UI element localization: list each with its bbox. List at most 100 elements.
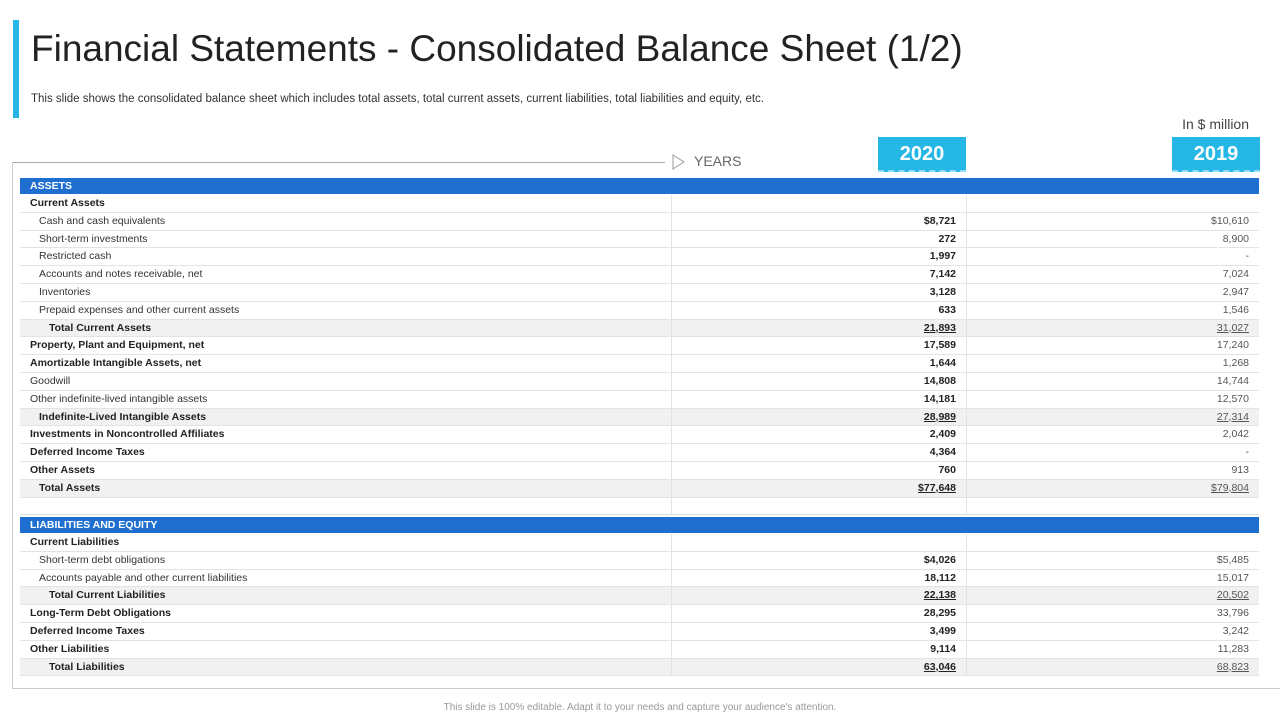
value-2019: 11,283 [966, 640, 1259, 658]
value-2020: 7,142 [671, 266, 966, 283]
value-2020: 1,997 [671, 248, 966, 266]
row-label: Current Assets [30, 197, 105, 209]
table-row: Prepaid expenses and other current asset… [20, 301, 1259, 320]
table-row: Deferred Income Taxes 3,499 3,242 [20, 623, 1259, 641]
row-label: Cash and cash equivalents [39, 214, 166, 227]
row-label: Investments in Noncontrolled Affiliates [30, 428, 225, 441]
row-label: Other Assets [30, 464, 95, 476]
accent-bar [13, 20, 19, 118]
value-2020: 3,499 [671, 623, 966, 640]
row-label: Other Liabilities [30, 642, 110, 655]
table-row: Inventories 3,128 2,947 [20, 284, 1259, 302]
value-2019: - [966, 444, 1259, 461]
table-row: Accounts payable and other current liabi… [20, 569, 1259, 588]
value-2019: $10,610 [966, 212, 1259, 230]
value-2019: 31,027 [966, 319, 1259, 337]
table-row: Total Liabilities 63,046 68,823 [20, 658, 1259, 677]
value-2020: 21,893 [671, 319, 966, 337]
table-row: Accounts and notes receivable, net 7,142 7… [20, 266, 1259, 284]
row-label: Prepaid expenses and other current asset… [39, 303, 240, 316]
row-label: Total Assets [39, 481, 101, 494]
row-label: Total Liabilities [49, 660, 125, 673]
row-label: Current Liabilities [30, 536, 120, 548]
table-row: Deferred Income Taxes 4,364- [20, 444, 1259, 462]
value-2020: 17,589 [671, 337, 966, 355]
table-row: Total Assets $77,648 $79,804 [20, 479, 1259, 498]
value-2020 [671, 195, 966, 212]
year-header: 2020 [878, 137, 966, 172]
value-2019: 14,744 [966, 373, 1259, 390]
row-label: Deferred Income Taxes [30, 625, 145, 637]
row-label: Accounts payable and other current liabi… [39, 571, 248, 584]
table-row: Indefinite-Lived Intangible Assets 28,989… [20, 408, 1259, 427]
footer: This slide is 100% editable. Adapt it to… [443, 702, 837, 713]
row-label: Total Current Assets [49, 321, 152, 334]
unit: In $ million [1182, 116, 1249, 132]
value-2019: 68,823 [966, 658, 1259, 676]
value-2019: 12,570 [966, 390, 1259, 408]
row-label: Short-term debt obligations [39, 553, 166, 566]
value-2020: 28,989 [671, 408, 966, 426]
row-label: Inventories [39, 286, 91, 298]
value-2020: 3,128 [671, 284, 966, 301]
value-2019: 913 [966, 462, 1259, 479]
row-label: Total Current Liabilities [49, 589, 166, 602]
value-2020: 28,295 [671, 605, 966, 622]
row-label: Short-term investments [39, 232, 148, 245]
row-label: Long-Term Debt Obligations [30, 607, 171, 620]
value-2019: - [966, 248, 1259, 266]
row-label: Accounts and notes receivable, net [39, 268, 203, 281]
value-2019: 2,947 [966, 284, 1259, 301]
table-row: Total Current Liabilities 22,138 20,502 [20, 587, 1259, 606]
table-row: Short-term debt obligations $4,026 $5,485 [20, 551, 1259, 570]
value-2019: 8,900 [966, 230, 1259, 248]
value-2020: 14,181 [671, 390, 966, 408]
value-2020: 22,138 [671, 587, 966, 605]
table-row: Restricted cash 1,997- [20, 248, 1259, 267]
row-label: Amortizable Intangible Assets, net [30, 357, 202, 370]
value-2020: 2,409 [671, 426, 966, 444]
value-2019: 3,242 [966, 623, 1259, 640]
frame-line [12, 162, 665, 163]
value-2020: 9,114 [671, 640, 966, 658]
subtitle: This slide shows the consolidated balanc… [31, 93, 764, 105]
blank-cell [671, 497, 967, 515]
table-row: Current Assets [20, 195, 1259, 213]
value-2020: 4,364 [671, 444, 966, 461]
value-2020: 14,808 [671, 373, 966, 390]
value-2020: 272 [671, 230, 966, 248]
row-label: Indefinite-Lived Intangible Assets [39, 410, 207, 423]
table-row: Cash and cash equivalents $8,721 $10,610 [20, 212, 1259, 231]
title: Financial Statements - Consolidated Bala… [31, 28, 963, 69]
value-2019: 1,268 [966, 355, 1259, 372]
value-2020 [671, 534, 966, 551]
table-row: Goodwill 14,808 14,744 [20, 373, 1259, 391]
value-2019: $79,804 [966, 479, 1259, 497]
years-label: YEARS [694, 153, 742, 169]
value-2019: 1,546 [966, 301, 1259, 319]
value-2020: 18,112 [671, 569, 966, 587]
value-2019: 17,240 [966, 337, 1259, 355]
frame-line [12, 688, 1280, 689]
value-2019: 27,314 [966, 408, 1259, 426]
value-2020: 1,644 [671, 355, 966, 372]
value-2020: 633 [671, 301, 966, 319]
row-label: Restricted cash [39, 250, 112, 263]
value-2020: 63,046 [671, 658, 966, 676]
table-row: Other indefinite-lived intangible assets… [20, 390, 1259, 409]
section-header: ASSETS [20, 178, 1259, 194]
value-2019 [966, 195, 1259, 212]
row-label: Goodwill [30, 375, 71, 387]
table-row: Other Liabilities 9,114 11,283 [20, 640, 1259, 659]
table-row: Current Liabilities [20, 534, 1259, 552]
row-label: Property, Plant and Equipment, net [30, 339, 205, 352]
table-row: Property, Plant and Equipment, net 17,589… [20, 337, 1259, 356]
value-2019 [966, 534, 1259, 551]
table-row: Long-Term Debt Obligations 28,295 33,796 [20, 605, 1259, 623]
table-row: Other Assets 760 913 [20, 462, 1259, 480]
row-label: Deferred Income Taxes [30, 446, 145, 459]
value-2020: $4,026 [671, 551, 966, 569]
blank-cell [966, 497, 1260, 515]
table-row: Investments in Noncontrolled Affiliates 2… [20, 426, 1259, 445]
value-2019: 33,796 [966, 605, 1259, 622]
